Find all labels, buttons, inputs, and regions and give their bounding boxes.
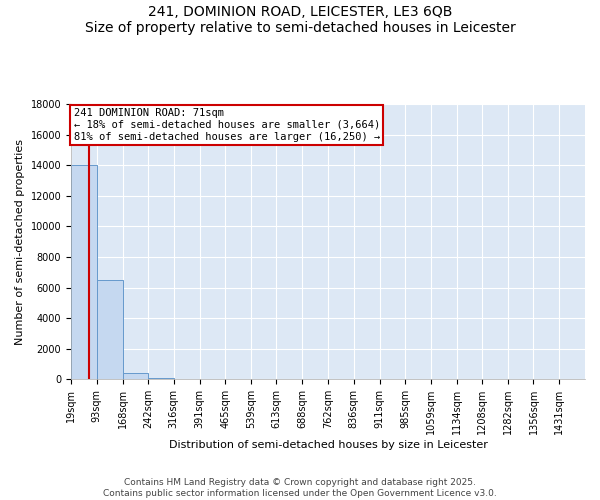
Y-axis label: Number of semi-detached properties: Number of semi-detached properties: [15, 138, 25, 344]
Text: 241, DOMINION ROAD, LEICESTER, LE3 6QB
Size of property relative to semi-detache: 241, DOMINION ROAD, LEICESTER, LE3 6QB S…: [85, 5, 515, 35]
X-axis label: Distribution of semi-detached houses by size in Leicester: Distribution of semi-detached houses by …: [169, 440, 487, 450]
Bar: [97, 280, 122, 379]
Bar: [148, 378, 174, 379]
Bar: [122, 373, 148, 379]
Bar: [71, 166, 97, 379]
Text: Contains HM Land Registry data © Crown copyright and database right 2025.
Contai: Contains HM Land Registry data © Crown c…: [103, 478, 497, 498]
Text: 241 DOMINION ROAD: 71sqm
← 18% of semi-detached houses are smaller (3,664)
81% o: 241 DOMINION ROAD: 71sqm ← 18% of semi-d…: [74, 108, 380, 142]
